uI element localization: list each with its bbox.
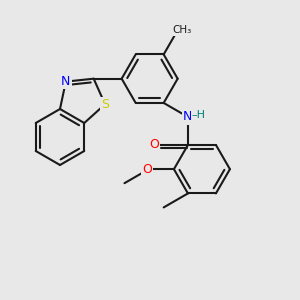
Text: N: N <box>183 110 193 123</box>
Text: O: O <box>149 138 159 152</box>
Text: CH₃: CH₃ <box>172 25 191 35</box>
Text: N: N <box>61 75 70 88</box>
Text: S: S <box>101 98 109 111</box>
Text: –H: –H <box>192 110 206 120</box>
Text: O: O <box>142 163 152 176</box>
